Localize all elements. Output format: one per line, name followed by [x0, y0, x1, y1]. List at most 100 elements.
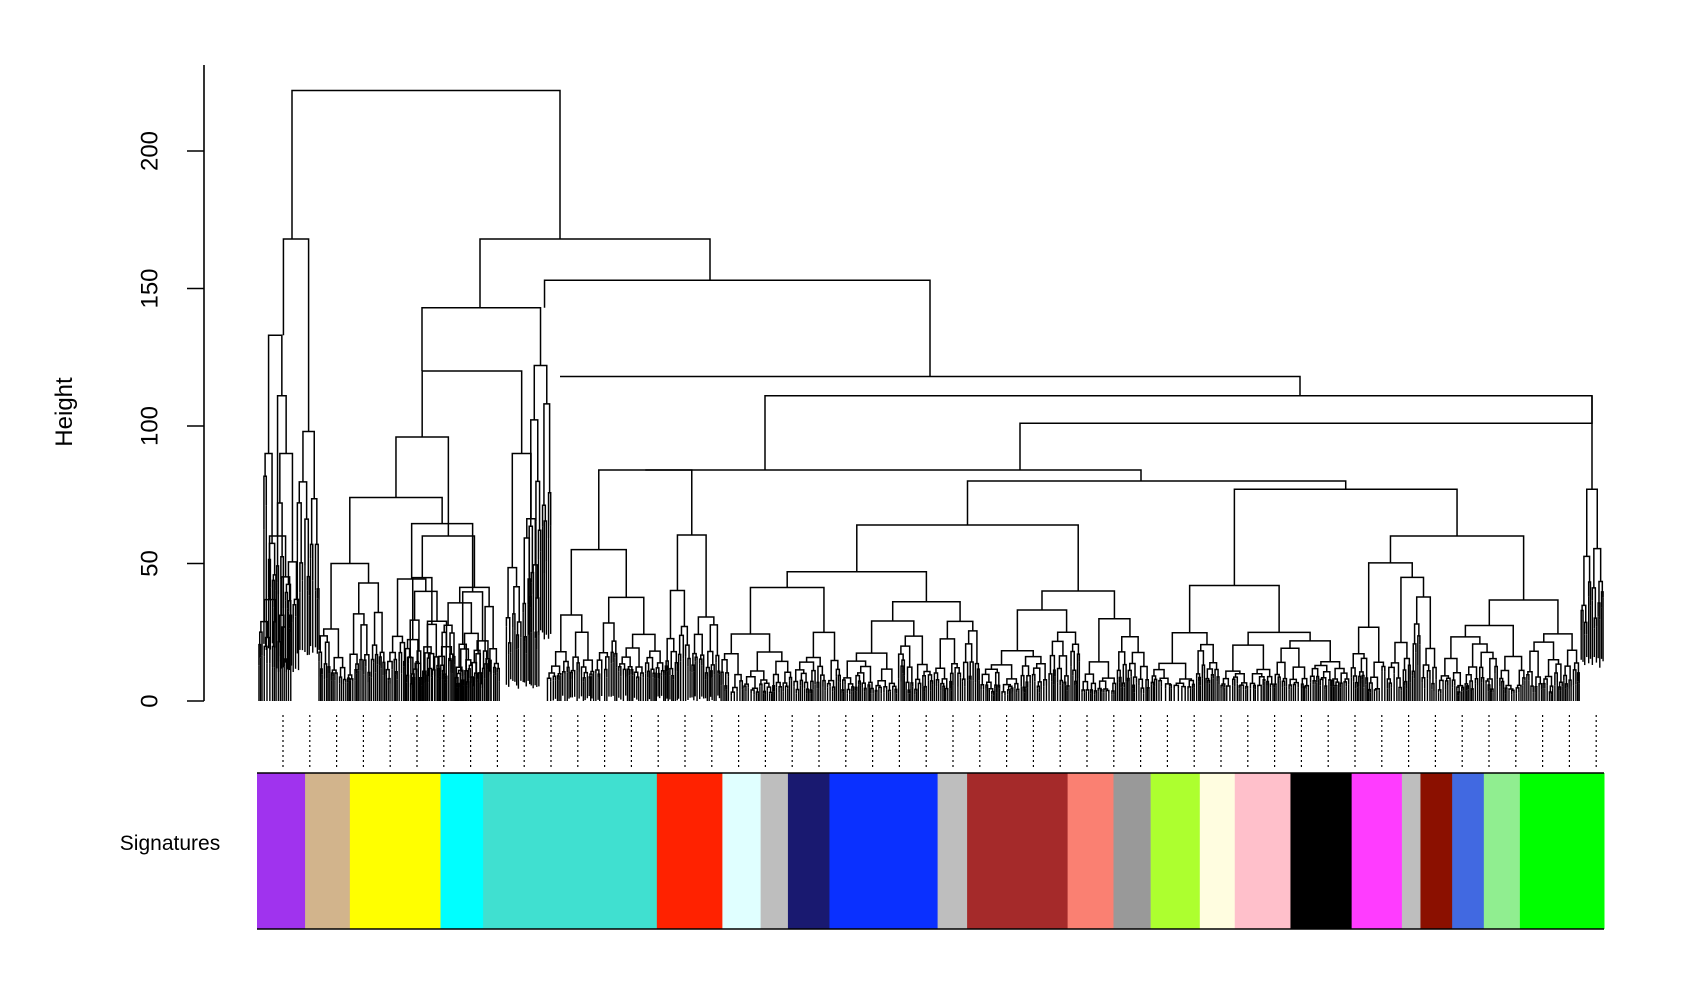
dendrogram-merge [1187, 686, 1192, 690]
dendrogram-merge [574, 631, 589, 661]
dendrogram-merge [543, 403, 551, 506]
dendrogram-merge [1288, 684, 1292, 690]
dendrogram-merge [1121, 635, 1139, 653]
dendrogram-merge [522, 602, 527, 637]
dendrogram-merge [1470, 688, 1474, 692]
dendrogram-merge [418, 677, 423, 686]
dendrogram-merge [1457, 684, 1464, 688]
dendrogram-merge [671, 675, 675, 680]
dendrogram-merge [1576, 672, 1580, 684]
dendrogram-merge [1480, 651, 1494, 668]
dendrogram-merge [310, 497, 318, 545]
module-color-segment [305, 773, 351, 929]
dendrogram-merge [856, 524, 1079, 591]
module-color-segment [349, 773, 442, 929]
dendrogram-merge [816, 681, 820, 689]
dendrogram-merge [1388, 682, 1393, 689]
dendrogram-merge [721, 659, 728, 673]
dendrogram-merge [1549, 685, 1554, 693]
dendrogram-merge [1292, 666, 1306, 680]
dendrogram-merge [1572, 669, 1577, 686]
dendrogram-merge [1583, 555, 1591, 606]
module-color-segment [937, 773, 968, 929]
dendrogram-merge [391, 635, 404, 653]
dendrogram-merge [1316, 675, 1320, 683]
signatures-color-bar [257, 772, 1605, 930]
dendrogram-merge [788, 676, 793, 681]
module-color-segment [483, 773, 658, 929]
dendrogram-merge [894, 688, 898, 694]
dendrogram-merge [1209, 661, 1218, 670]
dendrogram-merge [941, 678, 948, 689]
dendrogram-merge [1233, 676, 1239, 684]
dendrogram-merge [935, 678, 940, 687]
dendrogram-merge [1558, 681, 1563, 688]
module-color-segment [787, 773, 830, 929]
dendrogram-merge [907, 689, 911, 694]
dendrogram-merge [1474, 677, 1479, 686]
dendrogram-merge [354, 669, 358, 681]
dendrogram-merge [1368, 682, 1373, 690]
y-tick-label: 150 [137, 268, 164, 308]
dendrogram-merge [576, 662, 580, 672]
dendrogram-merge [626, 668, 631, 676]
dendrogram-merge [507, 566, 518, 618]
dendrogram-merge [457, 669, 464, 681]
dendrogram-merge [831, 686, 836, 692]
dendrogram-merge [1089, 689, 1094, 694]
dendrogram-merge [1320, 677, 1327, 686]
dendrogram-merge [1085, 689, 1090, 692]
dendrogram-merge [272, 574, 277, 591]
dendrogram-merge [883, 685, 888, 693]
dendrogram-merge [1386, 678, 1392, 689]
module-color-segment [1199, 773, 1236, 929]
dendrogram-merge [421, 307, 542, 371]
dendrogram-merge [1280, 647, 1300, 668]
dendrogram-merge [373, 611, 383, 653]
dendrogram-merge [1488, 599, 1559, 634]
dendrogram-merge [744, 683, 749, 688]
dendrogram-merge [1276, 661, 1286, 679]
dendrogram-merge [1048, 673, 1053, 682]
dendrogram-merge [1400, 576, 1425, 643]
dendrogram-merge [452, 655, 456, 665]
dendrogram-merge [319, 668, 323, 677]
dendrogram-merge [915, 678, 921, 690]
dendrogram-merge [314, 543, 319, 591]
dendrogram-merge [530, 571, 535, 598]
dendrogram-merge [964, 643, 973, 663]
dendrogram-merge [1515, 687, 1520, 694]
y-tick-label: 100 [137, 406, 164, 446]
dendrogram-merge [528, 525, 534, 577]
dendrogram-merge [1099, 689, 1103, 693]
dendrogram-merge [543, 520, 548, 574]
dendrogram-merge [665, 660, 669, 671]
dendrogram-merge [878, 686, 882, 694]
dendrogram-merge [1322, 670, 1331, 680]
dendrogram-merge [556, 675, 560, 681]
dendrogram-merge [342, 678, 347, 685]
dendrogram-merge [610, 651, 614, 664]
dendrogram-merge [292, 603, 297, 619]
dendrogram-merge [1252, 684, 1257, 690]
dendrogram-merge [784, 685, 789, 689]
dendrogram-merge [750, 689, 755, 695]
dendrogram-merge [512, 613, 516, 631]
dendrogram-merge [367, 671, 371, 683]
dendrogram-merge [664, 665, 668, 676]
dendrogram-merge [1222, 677, 1230, 686]
dendrogram-merge [764, 395, 1593, 490]
y-axis: 0 50 100 150 200 [137, 65, 205, 708]
dendrogram-merge [1195, 673, 1201, 679]
dendrogram-merge [484, 605, 494, 651]
dendrogram-merge [990, 664, 1013, 679]
dendrogram-merge [569, 671, 574, 680]
dendrogram-merge [338, 676, 343, 684]
dendrogram-merge [1188, 584, 1280, 633]
dendrogram-merge [358, 582, 380, 614]
dendrogram-merge [570, 548, 628, 615]
dendrogram-merge [1200, 643, 1214, 663]
dendrogram-merge [1082, 680, 1089, 691]
module-color-segment [760, 773, 789, 929]
